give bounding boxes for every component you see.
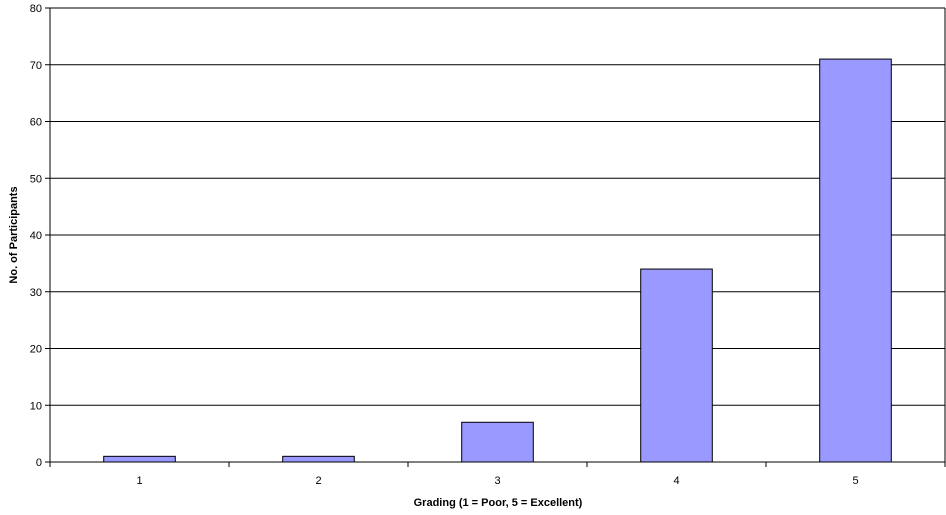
bar	[103, 455, 176, 463]
bar	[282, 455, 355, 463]
x-tick-label: 3	[494, 475, 500, 487]
bar	[461, 421, 534, 463]
x-tick-label: 2	[315, 475, 321, 487]
y-tick-label: 50	[30, 173, 42, 185]
gridlines	[50, 7, 945, 406]
x-tick-label: 1	[136, 475, 142, 487]
y-tick-label: 30	[30, 287, 42, 299]
y-tick-label: 80	[30, 3, 42, 15]
axes	[45, 7, 946, 467]
y-tick-labels: 0 10 20 30 40 50 60 70 80	[30, 3, 42, 469]
bars	[103, 58, 892, 463]
y-tick-label: 20	[30, 344, 42, 356]
y-axis-title: No. of Participants	[8, 186, 20, 283]
bar	[640, 268, 713, 463]
y-tick-label: 70	[30, 60, 42, 72]
x-tick-label: 5	[852, 475, 858, 487]
x-tick-label: 4	[673, 475, 679, 487]
x-axis-title: Grading (1 = Poor, 5 = Excellent)	[414, 497, 583, 509]
y-tick-label: 60	[30, 117, 42, 129]
y-tick-label: 10	[30, 400, 42, 412]
bar	[819, 58, 892, 463]
x-tick-labels: 1 2 3 4 5	[136, 475, 858, 487]
y-tick-label: 40	[30, 230, 42, 242]
y-tick-label: 0	[36, 457, 42, 469]
